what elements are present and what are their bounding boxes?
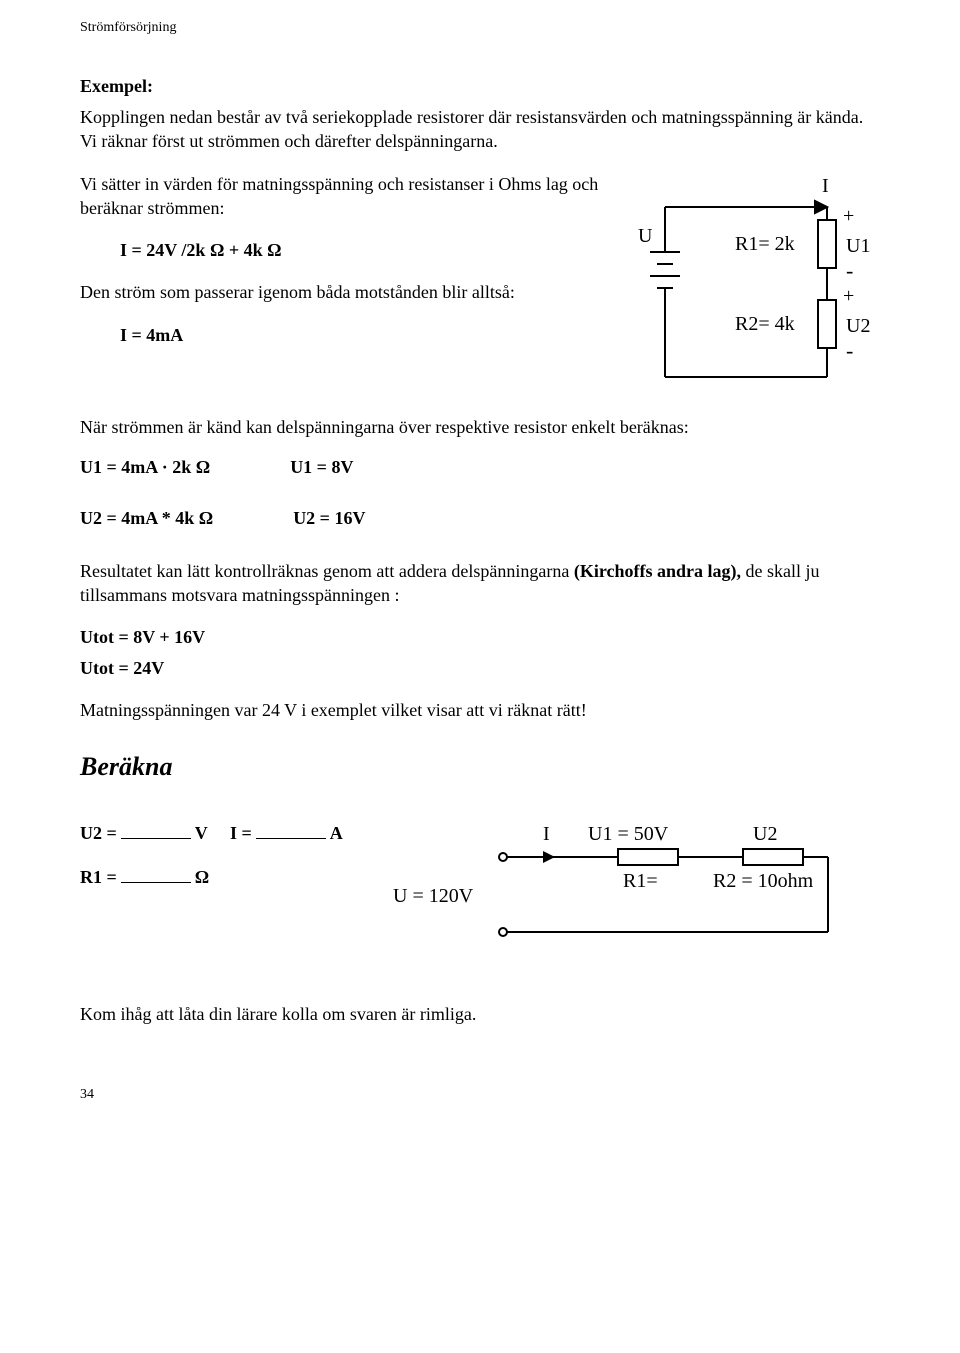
fill-col: U2 = V I = A R1 = Ω [80,812,343,898]
calc-heading: Beräkna [80,752,880,782]
blank-i[interactable] [256,820,326,839]
c1-u2: U2 [846,315,870,337]
c2-u1: U1 = 50V [588,823,669,845]
c1-plus1: + [843,205,854,227]
fill-line2: R1 = Ω [80,856,343,899]
c1-minus2: - [846,338,853,363]
ohms-textcol: Vi sätter in värden för matningsspänning… [80,172,600,347]
c1-r2: R2= 4k [735,313,795,335]
c1-u: U [638,225,653,247]
fill-i-label: I = [230,823,252,843]
c2-r1: R1= [623,870,658,892]
c2-i: I [543,823,550,845]
utot2: Utot = 24V [80,656,880,680]
eq-i: I = 24V /2k Ω + 4k Ω [120,238,600,262]
result-para: Resultatet kan lätt kontrollräknas genom… [80,559,880,608]
result-text-1: Resultatet kan lätt kontrollräknas genom… [80,561,574,581]
u1-row: U1 = 4mA · 2k Ω U1 = 8V [80,457,880,478]
known-text: När strömmen är känd kan delspänningarna… [80,415,880,439]
ohms-text: Vi sätter in värden för matningsspänning… [80,172,600,221]
circuit-1-svg: U I R1= 2k R2= 4k + U1 - + U2 - [620,172,880,397]
c2-u2: U2 [753,823,777,845]
circuit-2-svg: U = 120V I U1 = 50V U2 R1= R2 = 10ohm [373,812,853,962]
fill-u2-label: U2 = [80,823,117,843]
verify: Matningsspänningen var 24 V i exemplet v… [80,698,880,722]
c1-plus2: + [843,285,854,307]
blank-u2[interactable] [121,820,191,839]
u2-calc: U2 = 4mA * 4k Ω [80,508,213,529]
fill-r1-label: R1 = [80,867,117,887]
page: Strömförsörjning Exempel: Kopplingen ned… [0,0,960,1143]
u1-calc: U1 = 4mA · 2k Ω [80,457,210,478]
pass-text: Den ström som passerar igenom båda motst… [80,280,600,304]
ohms-row: Vi sätter in värden för matningsspänning… [80,172,880,397]
fill-line1: U2 = V I = A [80,812,343,855]
u1-res: U1 = 8V [290,457,353,478]
blank-r1[interactable] [121,864,191,883]
example-label: Exempel: [80,76,880,97]
fill-u2-unit: V [195,823,208,843]
running-header: Strömförsörjning [80,20,880,36]
intro-paragraph: Kopplingen nedan består av två seriekopp… [80,105,880,154]
c1-r1: R1= 2k [735,233,795,255]
page-number: 34 [80,1087,880,1103]
c2-u: U = 120V [393,885,474,907]
c2-r2: R2 = 10ohm [713,870,814,892]
eq-i-result: I = 4mA [120,323,600,347]
c1-i: I [822,175,829,197]
c1-u1: U1 [846,235,870,257]
u2-row: U2 = 4mA * 4k Ω U2 = 16V [80,508,880,529]
fill-i-unit: A [330,823,343,843]
fill-row: U2 = V I = A R1 = Ω [80,812,880,962]
kirchhoff: (Kirchoffs andra lag), [574,561,741,581]
utot1: Utot = 8V + 16V [80,625,880,649]
reminder: Kom ihåg att låta din lärare kolla om sv… [80,1002,880,1026]
c1-minus1: - [846,258,853,283]
u2-res: U2 = 16V [293,508,365,529]
fill-r1-unit: Ω [195,867,209,887]
